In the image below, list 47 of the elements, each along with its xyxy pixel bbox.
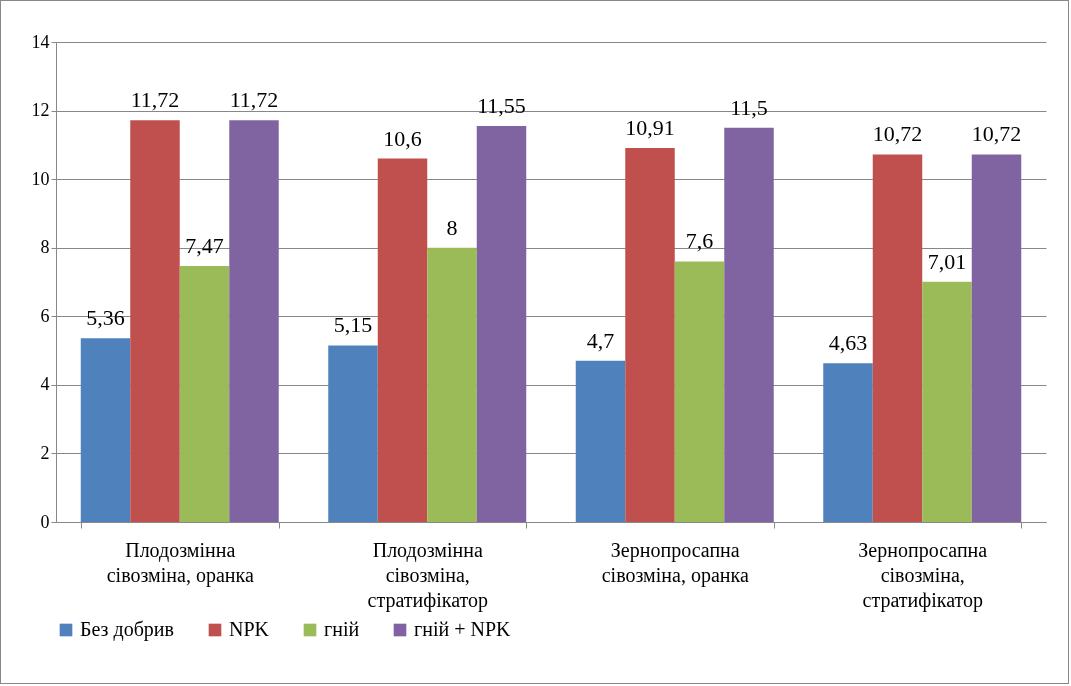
legend-label: гній + NPK xyxy=(414,618,512,640)
y-tick-label: 14 xyxy=(31,31,50,52)
data-label: 10,72 xyxy=(872,121,923,147)
x-tick-label: Плодозмінна сівозміна, оранка xyxy=(106,538,254,587)
y-tick-label: 0 xyxy=(40,511,50,532)
bar xyxy=(823,363,873,522)
data-label: 11,72 xyxy=(130,87,180,113)
data-label: 10,6 xyxy=(383,125,422,151)
bar xyxy=(674,261,725,522)
bar xyxy=(971,154,1022,522)
data-label: 7,47 xyxy=(185,232,224,258)
bar xyxy=(427,247,477,522)
data-label: 7,01 xyxy=(927,248,967,274)
data-label: 11,55 xyxy=(477,93,526,118)
data-label: 11,72 xyxy=(229,87,279,113)
bar xyxy=(872,154,923,522)
data-label: 10,91 xyxy=(625,114,675,140)
y-tick-label: 10 xyxy=(31,168,50,189)
bar xyxy=(377,158,428,522)
y-tick-label: 8 xyxy=(40,237,50,258)
bar xyxy=(922,281,972,522)
y-tick-label: 6 xyxy=(40,305,50,326)
data-label: 8 xyxy=(446,214,458,240)
data-label: 4,7 xyxy=(586,327,615,353)
bar xyxy=(476,126,527,522)
legend-label: Без добрив xyxy=(80,618,175,641)
bar xyxy=(80,338,131,522)
data-label: 4,63 xyxy=(828,330,868,356)
legend-label: NPK xyxy=(229,618,270,640)
y-tick-label: 4 xyxy=(40,374,50,395)
legend-label: гній xyxy=(324,618,360,640)
y-tick-label: 12 xyxy=(31,100,50,121)
bar xyxy=(130,120,180,522)
y-tick-label: 2 xyxy=(40,442,50,463)
x-tick-label: Зернопросапна сівозміна, стратифікатор xyxy=(858,538,988,612)
data-label: 11,5 xyxy=(730,94,768,120)
data-label: 5,15 xyxy=(333,312,373,338)
x-tick-label: Зернопросапна сівозміна, оранка xyxy=(601,538,749,587)
bar xyxy=(575,360,626,522)
bar xyxy=(179,265,230,522)
data-label: 7,6 xyxy=(685,228,714,254)
bar xyxy=(724,127,774,522)
data-label: 10,72 xyxy=(971,121,1022,147)
data-label: 5,36 xyxy=(86,305,125,331)
bar xyxy=(328,345,378,522)
bar xyxy=(625,147,675,522)
bar xyxy=(229,120,279,522)
